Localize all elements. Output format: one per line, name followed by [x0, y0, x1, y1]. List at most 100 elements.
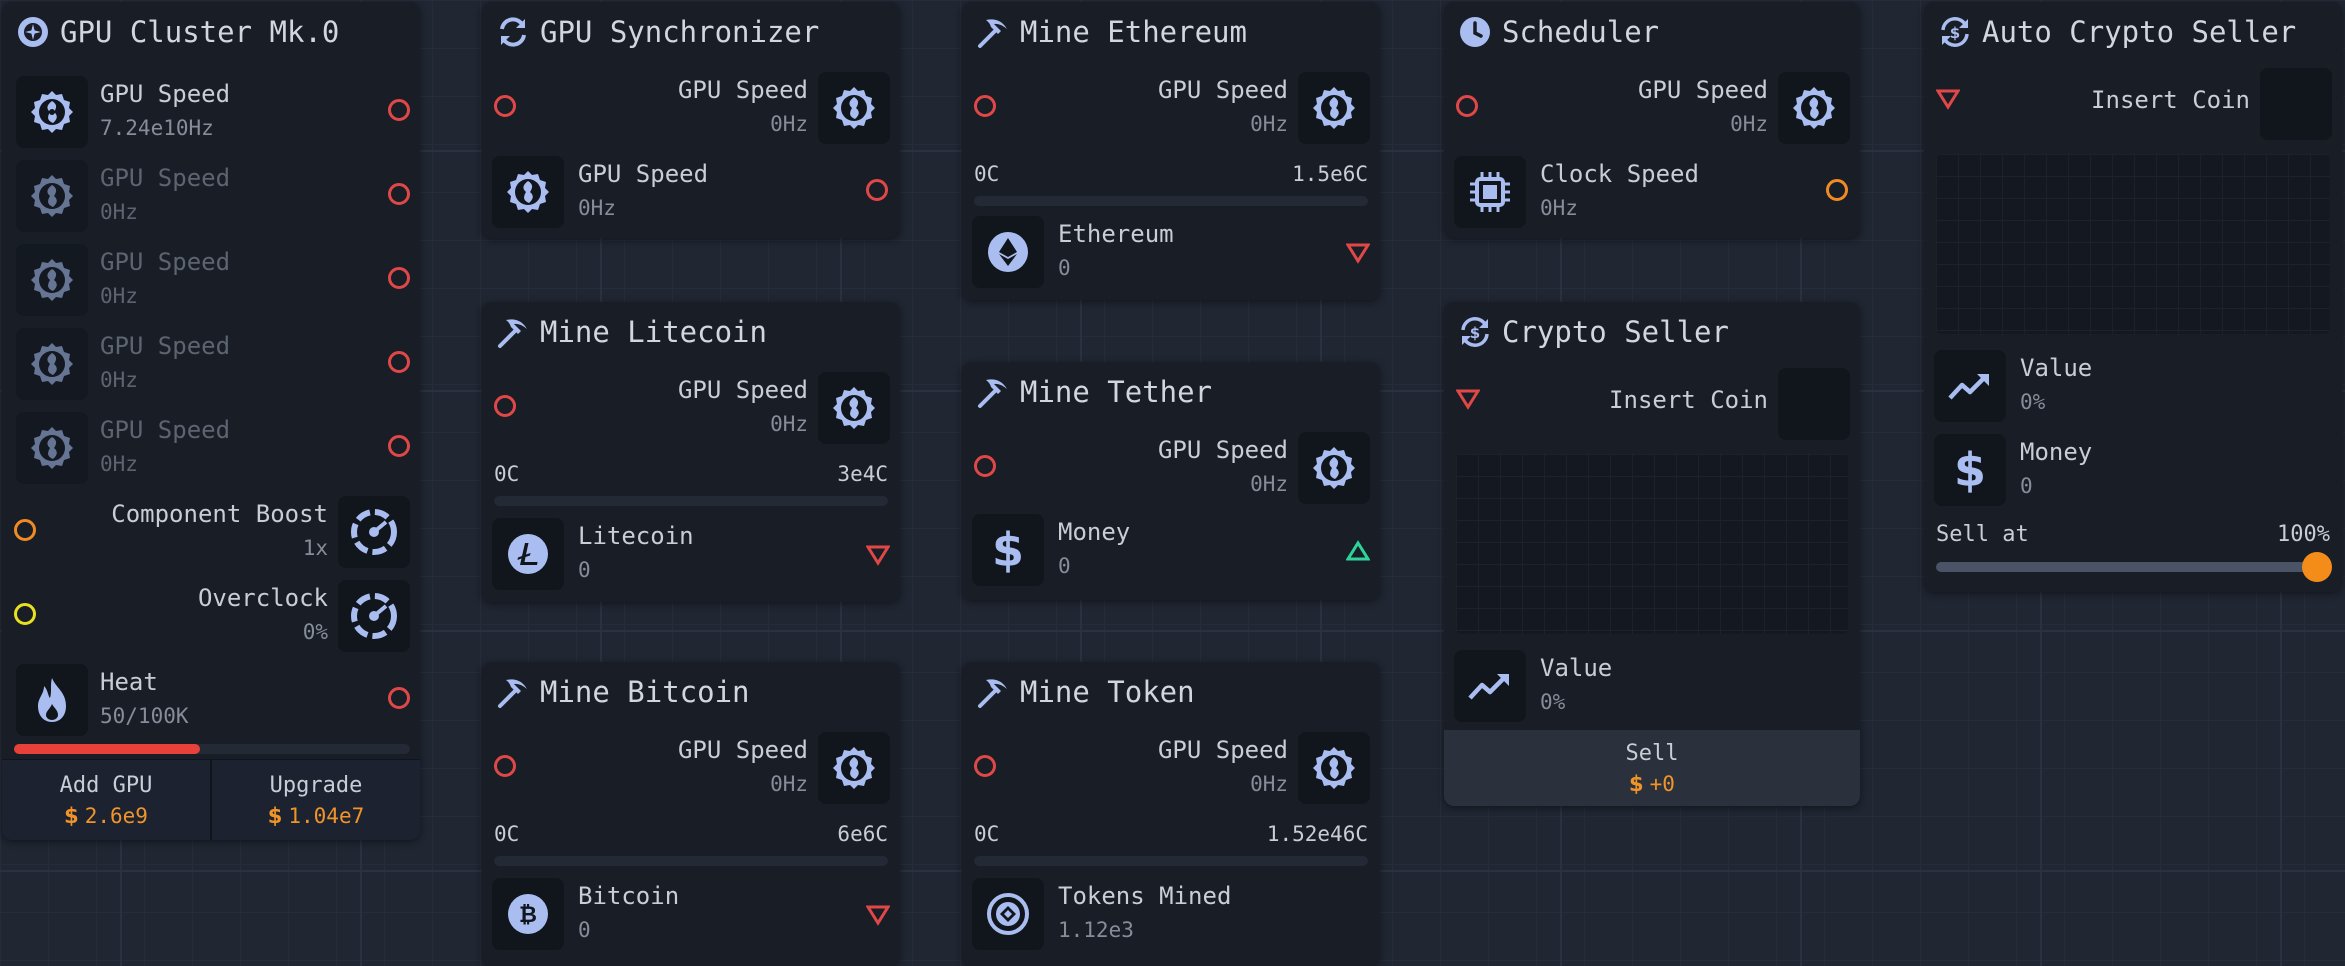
node-header[interactable]: Mine Ethereum: [962, 2, 1380, 62]
mine-bitcoin-node[interactable]: Mine Bitcoin GPU Speed 0Hz 0C 6e6C ₿ Bit…: [482, 662, 900, 966]
add-gpu-button[interactable]: Add GPU $2.6e9: [2, 760, 212, 840]
litecoin-icon: [492, 518, 564, 590]
heat-bar: [14, 744, 410, 754]
output-port[interactable]: [1826, 179, 1848, 201]
input-value: 0Hz: [1250, 112, 1288, 136]
input-port[interactable]: [388, 687, 410, 709]
gpu-slot-1[interactable]: GPU Speed 7.24e10Hz: [2, 72, 420, 156]
input-row[interactable]: GPU Speed 0Hz: [962, 728, 1380, 812]
insert-coin-row[interactable]: Insert Coin: [1444, 366, 1860, 450]
input-row[interactable]: GPU Speed 0Hz: [962, 68, 1380, 152]
input-port[interactable]: [494, 755, 516, 777]
output-port[interactable]: [866, 544, 890, 566]
input-port[interactable]: [388, 351, 410, 373]
coin-slot[interactable]: [2260, 68, 2332, 140]
node-header[interactable]: $ Auto Crypto Seller: [1924, 2, 2342, 62]
input-port[interactable]: [14, 603, 36, 625]
sell-label: Sell: [1625, 740, 1679, 766]
gpu-cluster-node[interactable]: GPU Cluster Mk.0 GPU Speed 7.24e10Hz GPU…: [2, 2, 420, 840]
input-port[interactable]: [388, 183, 410, 205]
gpu-slot-3[interactable]: GPU Speed 0Hz: [2, 240, 420, 324]
gpu-fan-icon: [1298, 72, 1370, 144]
input-port[interactable]: [494, 395, 516, 417]
add-gpu-price: $2.6e9: [64, 804, 148, 828]
sell-at-slider[interactable]: [1936, 552, 2332, 582]
input-row[interactable]: GPU Speed 0Hz: [482, 368, 900, 452]
scheduler-node[interactable]: Scheduler GPU Speed 0Hz Clock Speed 0Hz: [1444, 2, 1860, 238]
mine-ethereum-node[interactable]: Mine Ethereum GPU Speed 0Hz 0C 1.5e6C Et…: [962, 2, 1380, 300]
gpu-slot-5[interactable]: GPU Speed 0Hz: [2, 408, 420, 492]
output-port[interactable]: [866, 904, 890, 926]
gpu-fan-icon: [16, 76, 88, 148]
output-port[interactable]: [1346, 242, 1370, 264]
pickaxe-icon: [496, 675, 530, 709]
node-header[interactable]: Mine Litecoin: [482, 302, 900, 362]
node-header[interactable]: Mine Token: [962, 662, 1380, 722]
slider-knob[interactable]: [2302, 552, 2332, 582]
value-chart: [1456, 454, 1848, 634]
auto-crypto-seller-node[interactable]: $ Auto Crypto Seller Insert Coin Value 0…: [1924, 2, 2342, 592]
output-value: 0: [578, 558, 591, 582]
node-header[interactable]: GPU Synchronizer: [482, 2, 900, 62]
sell-at-label: Sell at: [1936, 522, 2029, 547]
coin-slot[interactable]: [1778, 368, 1850, 440]
output-label: Bitcoin: [578, 882, 680, 910]
input-port[interactable]: [14, 519, 36, 541]
gpu-slot-2[interactable]: GPU Speed 0Hz: [2, 156, 420, 240]
insert-coin-label: Insert Coin: [2091, 86, 2250, 114]
cluster-footer: Add GPU $2.6e9 Upgrade $1.04e7: [2, 759, 420, 840]
progress-min: 0C: [494, 822, 520, 846]
input-port[interactable]: [1456, 95, 1478, 117]
node-header[interactable]: Scheduler: [1444, 2, 1860, 62]
progress-bar: [494, 856, 888, 866]
gpu-synchronizer-node[interactable]: GPU Synchronizer GPU Speed 0Hz GPU Speed…: [482, 2, 900, 238]
input-port[interactable]: [974, 95, 996, 117]
input-port[interactable]: [974, 755, 996, 777]
svg-text:$: $: [1950, 24, 1960, 42]
input-row[interactable]: GPU Speed 0Hz: [1444, 68, 1860, 152]
input-port[interactable]: [974, 455, 996, 477]
output-row[interactable]: ₿ Bitcoin 0: [482, 874, 900, 958]
add-gpu-label: Add GPU: [59, 772, 153, 798]
output-row[interactable]: GPU Speed 0Hz: [482, 152, 900, 236]
output-port[interactable]: [1346, 540, 1370, 562]
input-port[interactable]: [1456, 388, 1480, 410]
input-row[interactable]: GPU Speed 0Hz: [482, 68, 900, 152]
gpu-slot-4[interactable]: GPU Speed 0Hz: [2, 324, 420, 408]
upgrade-button[interactable]: Upgrade $1.04e7: [212, 760, 420, 840]
money-label: Money: [2020, 438, 2093, 466]
output-value: 0: [1058, 256, 1071, 280]
output-row[interactable]: $ Money 0: [962, 510, 1380, 594]
node-header[interactable]: Mine Bitcoin: [482, 662, 900, 722]
input-row[interactable]: GPU Speed 0Hz: [962, 428, 1380, 512]
input-label: GPU Speed: [677, 376, 808, 404]
output-value: 0: [578, 918, 591, 942]
gpu-fan-icon: [818, 732, 890, 804]
slot-value: 7.24e10Hz: [100, 116, 214, 140]
component-boost-row[interactable]: Component Boost 1x: [2, 492, 420, 576]
input-value: 0Hz: [1250, 772, 1288, 796]
sell-button[interactable]: Sell $ +0: [1444, 730, 1860, 806]
node-header[interactable]: GPU Cluster Mk.0: [2, 2, 420, 62]
output-row[interactable]: Clock Speed 0Hz: [1444, 152, 1860, 236]
gpu-fan-icon: [1298, 432, 1370, 504]
crypto-seller-node[interactable]: $ Crypto Seller Insert Coin Value 0% Sel…: [1444, 302, 1860, 806]
mine-tether-node[interactable]: Mine Tether GPU Speed 0Hz $ Money 0: [962, 362, 1380, 600]
insert-coin-row[interactable]: Insert Coin: [1924, 66, 2342, 150]
overclock-row[interactable]: Overclock 0%: [2, 576, 420, 660]
output-port[interactable]: [866, 179, 888, 201]
output-row[interactable]: Ethereum 0: [962, 212, 1380, 296]
mine-litecoin-node[interactable]: Mine Litecoin GPU Speed 0Hz 0C 3e4C Lite…: [482, 302, 900, 602]
node-header[interactable]: Mine Tether: [962, 362, 1380, 422]
input-port[interactable]: [388, 435, 410, 457]
slot-label: GPU Speed: [100, 80, 231, 108]
input-port[interactable]: [494, 95, 516, 117]
input-row[interactable]: GPU Speed 0Hz: [482, 728, 900, 812]
input-port[interactable]: [388, 267, 410, 289]
node-header[interactable]: $ Crypto Seller: [1444, 302, 1860, 362]
input-port[interactable]: [1936, 88, 1960, 110]
mine-token-node[interactable]: Mine Token GPU Speed 0Hz 0C 1.52e46C Tok…: [962, 662, 1380, 966]
upgrade-price-value: 1.04e7: [288, 803, 365, 828]
input-port[interactable]: [388, 99, 410, 121]
output-row[interactable]: Litecoin 0: [482, 514, 900, 598]
